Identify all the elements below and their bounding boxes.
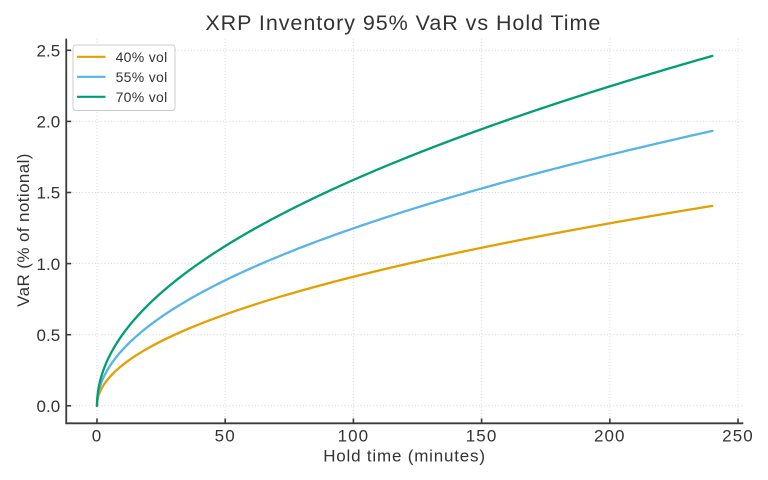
svg-text:200: 200 bbox=[594, 426, 626, 445]
svg-text:0.5: 0.5 bbox=[37, 326, 61, 345]
svg-text:2.5: 2.5 bbox=[37, 42, 61, 61]
svg-text:250: 250 bbox=[722, 426, 754, 445]
svg-text:XRP Inventory 95% VaR vs Hold: XRP Inventory 95% VaR vs Hold Time bbox=[205, 11, 601, 35]
svg-text:50: 50 bbox=[215, 426, 236, 445]
svg-text:VaR (% of notional): VaR (% of notional) bbox=[14, 153, 33, 307]
svg-text:1.0: 1.0 bbox=[37, 255, 61, 274]
svg-text:0: 0 bbox=[92, 426, 103, 445]
svg-text:70% vol: 70% vol bbox=[116, 89, 168, 105]
svg-text:150: 150 bbox=[466, 426, 498, 445]
svg-text:55% vol: 55% vol bbox=[116, 69, 168, 85]
svg-text:Hold time (minutes): Hold time (minutes) bbox=[323, 447, 486, 466]
svg-text:2.0: 2.0 bbox=[37, 113, 61, 132]
svg-text:100: 100 bbox=[338, 426, 370, 445]
svg-text:40% vol: 40% vol bbox=[116, 49, 168, 65]
svg-text:0.0: 0.0 bbox=[37, 397, 61, 416]
svg-text:1.5: 1.5 bbox=[37, 184, 61, 203]
